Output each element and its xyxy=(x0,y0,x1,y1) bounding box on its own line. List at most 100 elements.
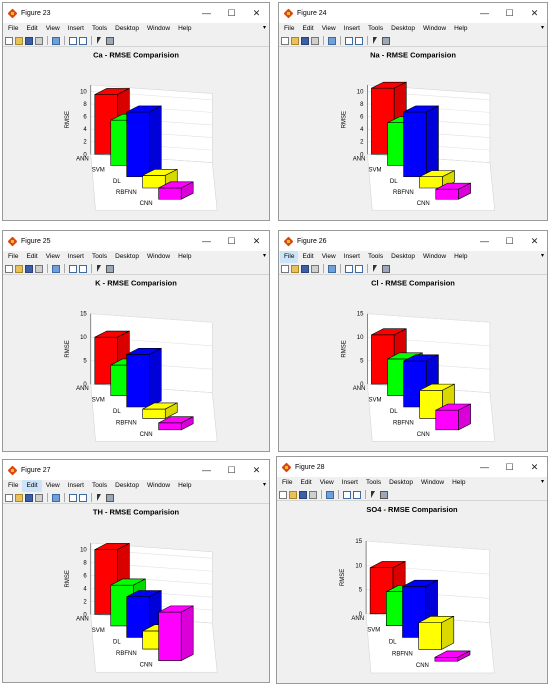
close-icon[interactable]: ✕ xyxy=(252,464,261,475)
colorbar-icon[interactable] xyxy=(106,264,114,273)
menu-tools[interactable]: Tools xyxy=(367,25,384,32)
menu-window[interactable]: Window xyxy=(422,253,447,260)
menu-overflow-icon[interactable]: ▾ xyxy=(262,253,266,259)
figure-palette-icon[interactable] xyxy=(355,36,363,45)
colorbar-icon[interactable] xyxy=(380,490,388,499)
maximize-icon[interactable]: ☐ xyxy=(227,464,236,475)
edit-plot-icon[interactable] xyxy=(372,36,380,45)
open-file-icon[interactable] xyxy=(289,490,297,499)
menu-view[interactable]: View xyxy=(45,25,60,32)
menu-window[interactable]: Window xyxy=(146,25,171,32)
open-file-icon[interactable] xyxy=(15,493,23,502)
colorbar-icon[interactable] xyxy=(382,36,390,45)
plot-tools-icon[interactable] xyxy=(52,493,60,502)
plot-tools-icon[interactable] xyxy=(52,264,60,273)
menu-window[interactable]: Window xyxy=(146,482,171,489)
title-bar[interactable]: Figure 27 — ☐ ✕ xyxy=(3,460,269,480)
print-icon[interactable] xyxy=(35,493,43,502)
save-icon[interactable] xyxy=(301,36,309,45)
menu-window[interactable]: Window xyxy=(146,253,171,260)
menu-tools[interactable]: Tools xyxy=(91,253,108,260)
maximize-icon[interactable]: ☐ xyxy=(505,7,514,18)
maximize-icon[interactable]: ☐ xyxy=(227,235,236,246)
print-icon[interactable] xyxy=(35,36,43,45)
menu-help[interactable]: Help xyxy=(454,25,468,32)
menu-insert[interactable]: Insert xyxy=(67,482,84,489)
menu-file[interactable]: File xyxy=(282,479,293,486)
title-bar[interactable]: Figure 24 — ☐ ✕ xyxy=(279,3,547,23)
menu-desktop[interactable]: Desktop xyxy=(391,25,415,32)
new-figure-icon[interactable] xyxy=(5,493,13,502)
open-file-icon[interactable] xyxy=(15,264,23,273)
close-icon[interactable]: ✕ xyxy=(252,7,261,18)
new-figure-icon[interactable] xyxy=(5,36,13,45)
menu-view[interactable]: View xyxy=(45,253,60,260)
close-icon[interactable]: ✕ xyxy=(530,235,539,246)
minimize-icon[interactable]: — xyxy=(202,8,211,18)
menu-file[interactable]: File xyxy=(284,25,295,32)
menu-help[interactable]: Help xyxy=(178,482,192,489)
menu-view[interactable]: View xyxy=(319,479,334,486)
menu-overflow-icon[interactable]: ▾ xyxy=(540,479,544,485)
figure-palette-icon[interactable] xyxy=(79,493,87,502)
data-grid-icon[interactable] xyxy=(69,493,77,502)
print-icon[interactable] xyxy=(311,264,319,273)
menu-edit[interactable]: Edit xyxy=(22,480,42,492)
figure-palette-icon[interactable] xyxy=(79,264,87,273)
save-icon[interactable] xyxy=(25,36,33,45)
open-file-icon[interactable] xyxy=(291,264,299,273)
menu-edit[interactable]: Edit xyxy=(26,25,38,32)
menu-file[interactable]: File xyxy=(8,253,19,260)
close-icon[interactable]: ✕ xyxy=(530,7,539,18)
menu-file[interactable]: File xyxy=(8,482,19,489)
maximize-icon[interactable]: ☐ xyxy=(505,235,514,246)
data-grid-icon[interactable] xyxy=(343,490,351,499)
menu-tools[interactable]: Tools xyxy=(91,482,108,489)
menu-edit[interactable]: Edit xyxy=(302,253,314,260)
print-icon[interactable] xyxy=(35,264,43,273)
plot-tools-icon[interactable] xyxy=(52,36,60,45)
menu-help[interactable]: Help xyxy=(454,253,468,260)
menu-desktop[interactable]: Desktop xyxy=(115,25,139,32)
menu-tools[interactable]: Tools xyxy=(365,479,382,486)
data-grid-icon[interactable] xyxy=(69,264,77,273)
save-icon[interactable] xyxy=(299,490,307,499)
menu-insert[interactable]: Insert xyxy=(67,25,84,32)
save-icon[interactable] xyxy=(25,264,33,273)
close-icon[interactable]: ✕ xyxy=(252,235,261,246)
menu-help[interactable]: Help xyxy=(178,25,192,32)
menu-desktop[interactable]: Desktop xyxy=(389,479,413,486)
menu-edit[interactable]: Edit xyxy=(300,479,312,486)
menu-desktop[interactable]: Desktop xyxy=(115,482,139,489)
edit-plot-icon[interactable] xyxy=(370,490,378,499)
menu-overflow-icon[interactable]: ▾ xyxy=(262,482,266,488)
menu-view[interactable]: View xyxy=(321,253,336,260)
close-icon[interactable]: ✕ xyxy=(530,461,539,472)
menu-tools[interactable]: Tools xyxy=(367,253,384,260)
minimize-icon[interactable]: — xyxy=(480,462,489,472)
colorbar-icon[interactable] xyxy=(382,264,390,273)
minimize-icon[interactable]: — xyxy=(202,236,211,246)
open-file-icon[interactable] xyxy=(15,36,23,45)
menu-view[interactable]: View xyxy=(45,482,60,489)
colorbar-icon[interactable] xyxy=(106,493,114,502)
menu-insert[interactable]: Insert xyxy=(67,253,84,260)
menu-insert[interactable]: Insert xyxy=(341,479,358,486)
title-bar[interactable]: Figure 26 — ☐ ✕ xyxy=(279,231,547,251)
save-icon[interactable] xyxy=(301,264,309,273)
menu-tools[interactable]: Tools xyxy=(91,25,108,32)
menu-overflow-icon[interactable]: ▾ xyxy=(540,253,544,259)
menu-file[interactable]: File xyxy=(8,25,19,32)
edit-plot-icon[interactable] xyxy=(96,264,104,273)
menu-edit[interactable]: Edit xyxy=(26,253,38,260)
figure-palette-icon[interactable] xyxy=(355,264,363,273)
data-grid-icon[interactable] xyxy=(345,264,353,273)
menu-insert[interactable]: Insert xyxy=(343,25,360,32)
maximize-icon[interactable]: ☐ xyxy=(505,461,514,472)
menu-view[interactable]: View xyxy=(321,25,336,32)
edit-plot-icon[interactable] xyxy=(96,36,104,45)
